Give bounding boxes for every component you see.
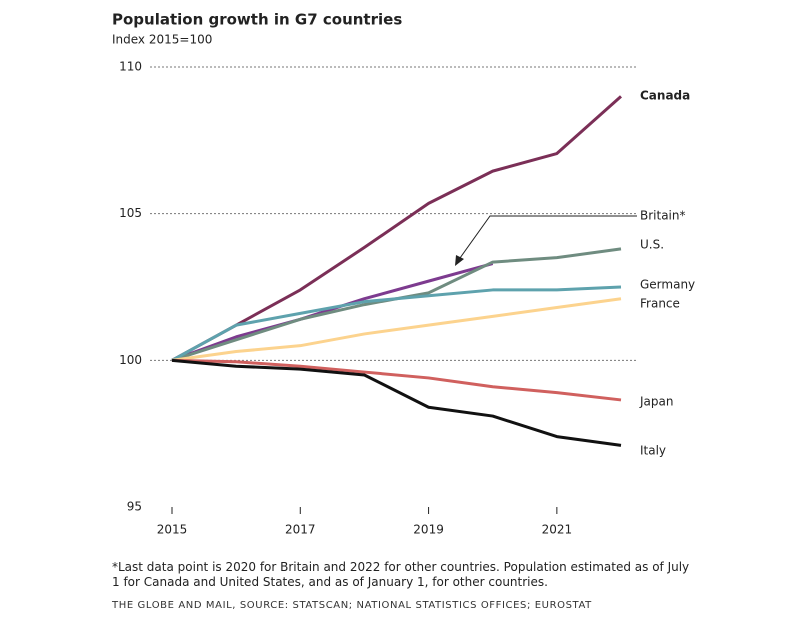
series-label: Italy — [640, 444, 666, 458]
y-tick-label: 100 — [119, 353, 142, 367]
x-tick-label: 2021 — [542, 523, 573, 537]
y-tick-label: 105 — [119, 206, 142, 220]
series-label: U.S. — [640, 238, 664, 252]
series-line — [171, 358, 622, 402]
series-label: Britain* — [640, 209, 686, 223]
arrow-head — [455, 255, 464, 266]
x-tick-label: 2017 — [285, 523, 316, 537]
series-line — [171, 358, 622, 447]
chart: Population growth in G7 countries Index … — [112, 11, 695, 537]
source: THE GLOBE AND MAIL, SOURCE: STATSCAN; NA… — [112, 600, 592, 611]
series-label: Germany — [640, 278, 695, 292]
series-label: Canada — [640, 89, 690, 103]
x-tick-label: 2019 — [413, 523, 444, 537]
y-tick-label: 110 — [119, 60, 142, 74]
footnote: *Last data point is 2020 for Britain and… — [112, 560, 690, 589]
series-line — [171, 95, 622, 362]
y-tick-label: 95 — [127, 500, 142, 514]
series-line — [171, 247, 622, 362]
series-line — [171, 297, 622, 362]
series-label: Japan — [639, 395, 673, 409]
series-line — [171, 285, 622, 362]
series-label: France — [640, 297, 680, 311]
annotation-arrow — [459, 215, 637, 259]
chart-subtitle: Index 2015=100 — [112, 33, 212, 47]
chart-title: Population growth in G7 countries — [112, 11, 402, 29]
x-tick-label: 2015 — [157, 523, 188, 537]
